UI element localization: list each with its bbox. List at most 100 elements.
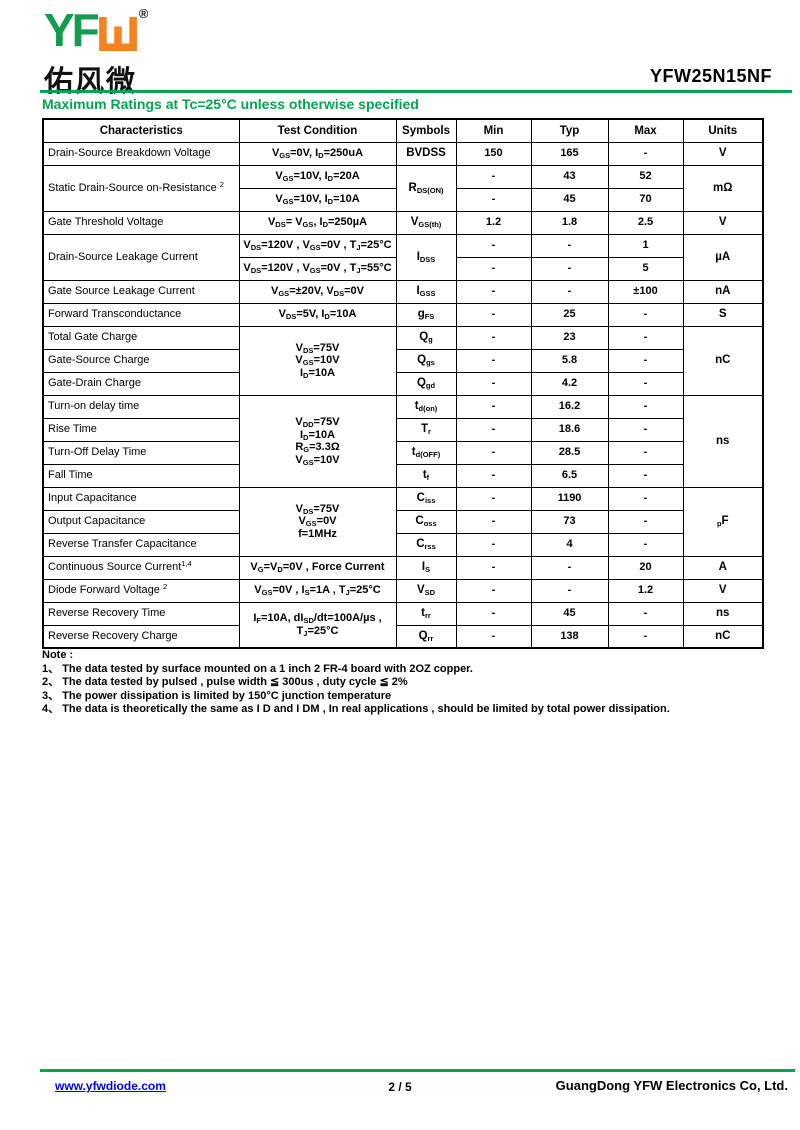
symbol-cell: RDS(ON)	[395, 164, 457, 212]
table-row: Diode Forward Voltage 2 VGS=0V , IS=1A ,…	[42, 578, 764, 603]
characteristic-cell: Drain-Source Breakdown Voltage	[42, 141, 240, 166]
units-cell: ns	[682, 394, 764, 488]
min-cell: -	[455, 325, 532, 350]
min-cell: -	[455, 371, 532, 396]
units-cell: V	[682, 210, 764, 235]
note-item: 4、 The data is theoretically the same as…	[42, 703, 670, 715]
max-cell: 5	[607, 256, 684, 281]
max-cell: -	[607, 348, 684, 373]
typ-cell: -	[530, 555, 609, 580]
characteristic-cell: Reverse Recovery Charge	[42, 624, 240, 649]
header-divider	[40, 90, 792, 93]
max-cell: -	[607, 141, 684, 166]
units-cell: V	[682, 578, 764, 603]
symbol-cell: VSD	[395, 578, 457, 603]
max-cell: -	[607, 302, 684, 327]
max-cell: -	[607, 532, 684, 557]
max-cell: 2.5	[607, 210, 684, 235]
symbol-cell: Qgs	[395, 348, 457, 373]
typ-cell: 16.2	[530, 394, 609, 419]
typ-cell: -	[530, 233, 609, 258]
condition-cell: VDS=5V, ID=10A	[238, 302, 397, 327]
typ-cell: 1190	[530, 486, 609, 511]
symbol-cell: td(on)	[395, 394, 457, 419]
min-cell: -	[455, 578, 532, 603]
max-cell: ±100	[607, 279, 684, 304]
symbol-cell: Coss	[395, 509, 457, 534]
characteristic-cell: Output Capacitance	[42, 509, 240, 534]
symbol-cell: gFS	[395, 302, 457, 327]
typ-cell: 18.6	[530, 417, 609, 442]
symbol-cell: trr	[395, 601, 457, 626]
website-link[interactable]: www.yfwdiode.com	[55, 1079, 166, 1093]
condition-cell: VDD=75V ID=10A RG=3.3Ω VGS=10V	[238, 394, 397, 488]
table-row: VGS=10V, ID=10A - 45 70	[43, 187, 763, 212]
characteristic-cell: Fall Time	[42, 463, 240, 488]
min-cell: -	[455, 624, 532, 649]
condition-cell: VG=VD=0V , Force Current	[238, 555, 397, 580]
condition-cell: VGS=10V, ID=10A	[238, 187, 397, 212]
table-row: Drain-Source Leakage Current VDS=120V , …	[42, 233, 764, 281]
table-row: Gate-Source Charge Qgs - 5.8 -	[42, 348, 763, 373]
symbol-cell: Qgd	[395, 371, 457, 396]
note-item: 3、 The power dissipation is limited by 1…	[42, 689, 392, 702]
symbol-cell: VGS(th)	[395, 210, 457, 235]
table-row: Gate-Drain Charge Qgd - 4.2 -	[42, 371, 763, 396]
max-cell: -	[607, 486, 684, 511]
max-cell: -	[607, 371, 684, 396]
min-cell: -	[455, 532, 532, 557]
typ-cell: -	[530, 256, 609, 281]
note-item: 2、 The data tested by pulsed , pulse wid…	[42, 676, 408, 688]
min-cell: -	[455, 256, 532, 281]
max-cell: -	[607, 325, 684, 350]
units-cell: nA	[682, 279, 764, 304]
typ-cell: 43	[530, 164, 609, 189]
min-cell: -	[455, 233, 532, 258]
characteristic-cell: Static Drain-Source on-Resistance 2	[42, 164, 240, 212]
max-cell: 1.2	[607, 578, 684, 603]
units-cell: S	[682, 302, 764, 327]
company-logo: YF ® 佑风微	[44, 4, 148, 100]
condition-cell: VGS=10V, ID=20A	[238, 164, 397, 189]
col-characteristics: Characteristics	[42, 118, 240, 143]
units-cell: nC	[682, 624, 764, 649]
units-cell: A	[682, 555, 764, 580]
characteristic-cell: Input Capacitance	[42, 486, 240, 511]
table-row: Rise Time Tr - 18.6 -	[42, 417, 763, 442]
max-cell: 52	[607, 164, 684, 189]
condition-cell: VGS=0V, ID=250uA	[238, 141, 397, 166]
characteristic-cell: Forward Transconductance	[42, 302, 240, 327]
table-row: Turn-Off Delay Time td(OFF) - 28.5 -	[42, 440, 763, 465]
min-cell: -	[455, 509, 532, 534]
typ-cell: 138	[530, 624, 609, 649]
characteristic-cell: Diode Forward Voltage 2	[42, 578, 240, 603]
col-symbols: Symbols	[395, 118, 457, 143]
table-row: Reverse Recovery Time IF=10A, dISD/dt=10…	[42, 601, 764, 649]
units-cell: V	[682, 141, 764, 166]
typ-cell: 45	[530, 187, 609, 212]
min-cell: -	[455, 417, 532, 442]
characteristic-cell: Gate Threshold Voltage	[42, 210, 240, 235]
table-row: Forward Transconductance VDS=5V, ID=10A …	[42, 302, 764, 327]
typ-cell: 4.2	[530, 371, 609, 396]
max-cell: 1	[607, 233, 684, 258]
logo-yf-text: YF	[44, 4, 100, 56]
condition-cell: VDS=120V , VGS=0V , TJ=55°C	[238, 256, 397, 281]
units-cell: pF	[682, 486, 764, 557]
typ-cell: 28.5	[530, 440, 609, 465]
max-cell: -	[607, 601, 684, 626]
min-cell: -	[455, 394, 532, 419]
min-cell: 1.2	[455, 210, 532, 235]
characteristic-cell: Turn-Off Delay Time	[42, 440, 240, 465]
part-number: YFW25N15NF	[649, 66, 772, 86]
table-row: Fall Time tf - 6.5 -	[42, 463, 763, 488]
symbol-cell: BVDSS	[395, 141, 457, 166]
col-min: Min	[455, 118, 532, 143]
page-number: 2 / 5	[388, 1080, 412, 1094]
typ-cell: 23	[530, 325, 609, 350]
col-typ: Typ	[530, 118, 609, 143]
symbol-cell: tf	[395, 463, 457, 488]
table-row: Gate Source Leakage Current VGS=±20V, VD…	[42, 279, 764, 304]
section-title: Maximum Ratings at Tc=25°C unless otherw…	[42, 96, 419, 112]
symbol-cell: IGSS	[395, 279, 457, 304]
